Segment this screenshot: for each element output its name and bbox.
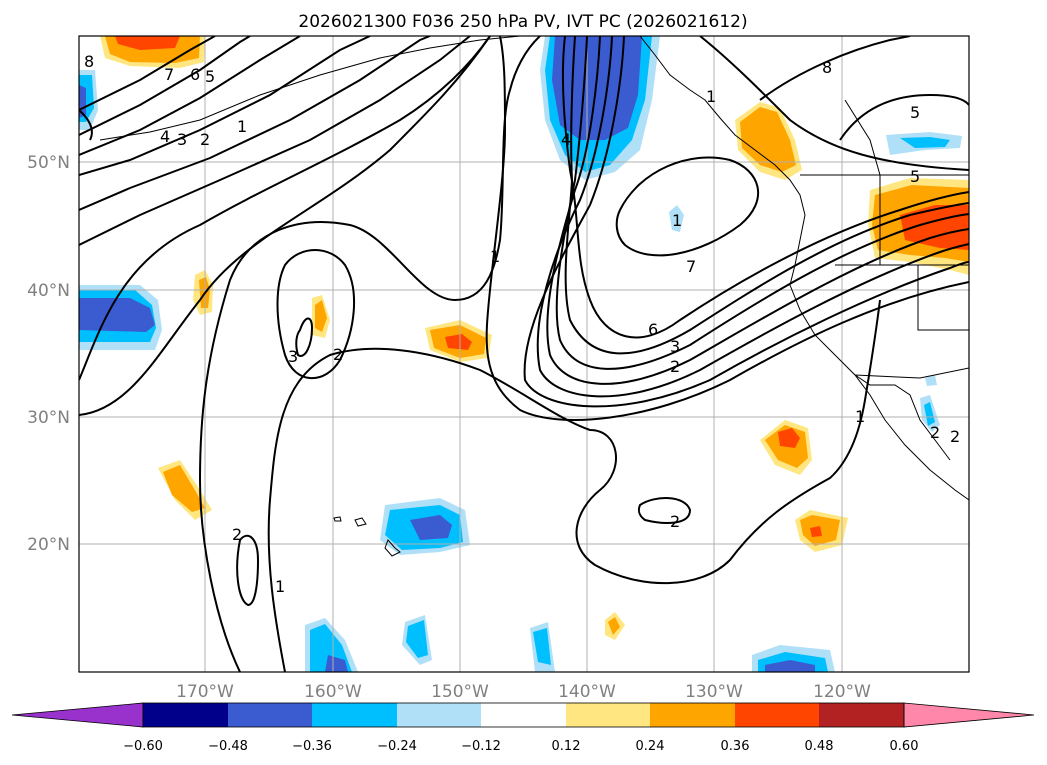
colorbar-tick: 0.60	[890, 739, 919, 754]
colorbar-tick: 0.36	[721, 739, 750, 754]
contour-labels: 8 7 6 5 4 3 2 1 1 2 3 1 4 1 6 7 3 2 8 5	[84, 52, 960, 596]
contour-label: 1	[275, 577, 285, 596]
map-panel: 8 7 6 5 4 3 2 1 1 2 3 1 4 1 6 7 3 2 8 5	[78, 35, 970, 673]
colorbar-outline	[142, 702, 905, 728]
contour-label: 5	[910, 103, 920, 122]
contour-label: 7	[164, 65, 174, 84]
colorbar-tick: −0.60	[123, 739, 163, 754]
contour-label: 2	[670, 357, 680, 376]
contour-label: 3	[288, 347, 298, 366]
contour-label: 1	[672, 211, 682, 230]
colorbar-segment	[312, 703, 397, 727]
contour-label: 5	[910, 167, 920, 186]
contour-label: 2	[670, 512, 680, 531]
map-frame	[78, 35, 970, 673]
colorbar-tick: 0.24	[636, 739, 665, 754]
colorbar-tick: −0.36	[292, 739, 332, 754]
contour-label: 4	[160, 127, 170, 146]
colorbar-segment	[650, 703, 735, 727]
latitude-labels: 50°N 40°N 30°N 20°N	[27, 153, 70, 555]
contour-label: 3	[670, 337, 680, 356]
map-background	[79, 36, 969, 672]
lat-label: 40°N	[27, 281, 70, 301]
pv-contours	[79, 36, 969, 672]
contour-label: 6	[190, 65, 200, 84]
contour-label: 2	[200, 130, 210, 149]
coastlines	[99, 36, 969, 557]
contour-label: 7	[686, 257, 696, 276]
lon-label: 150°W	[431, 682, 489, 702]
contour-label: 2	[930, 423, 940, 442]
colorbar-segment	[566, 703, 650, 727]
figure-title: 2026021300 F036 250 hPa PV, IVT PC (2026…	[298, 12, 747, 32]
positive-anomaly-fills	[100, 36, 969, 640]
contour-label: 5	[205, 67, 215, 86]
lon-label: 170°W	[176, 682, 234, 702]
contour-label: 1	[237, 117, 247, 136]
colorbar-extend-high	[903, 702, 1035, 728]
contour-label: 2	[333, 345, 343, 364]
colorbar-tick: −0.12	[461, 739, 501, 754]
lat-label: 20°N	[27, 535, 70, 555]
contour-label: 8	[822, 58, 832, 77]
contour-label: 8	[84, 52, 94, 71]
contour-label: 2	[950, 427, 960, 446]
colorbar-tick: 0.12	[552, 739, 581, 754]
colorbar: −0.60 −0.48 −0.36 −0.24 −0.12 0.12 0.24 …	[11, 702, 1035, 754]
colorbar-tick: −0.48	[208, 739, 248, 754]
lon-label: 130°W	[685, 682, 743, 702]
colorbar-segment	[735, 703, 819, 727]
contour-label: 1	[706, 87, 716, 106]
colorbar-segment	[228, 703, 312, 727]
lon-label: 120°W	[813, 682, 871, 702]
contour-label: 2	[232, 525, 242, 544]
contour-label: 1	[490, 247, 500, 266]
lat-label: 50°N	[27, 153, 70, 173]
contour-label: 3	[177, 130, 187, 149]
contour-label: 4	[561, 130, 571, 149]
colorbar-tick: 0.48	[805, 739, 834, 754]
colorbar-segment	[819, 703, 904, 727]
lon-label: 140°W	[558, 682, 616, 702]
contour-label: 1	[855, 407, 865, 426]
colorbar-tick: −0.24	[377, 739, 417, 754]
colorbar-segment	[397, 703, 481, 727]
lat-label: 30°N	[27, 408, 70, 428]
longitude-labels: 170°W 160°W 150°W 140°W 130°W 120°W	[176, 682, 871, 702]
colorbar-segment	[481, 703, 566, 727]
colorbar-extend-low	[11, 702, 144, 728]
contour-label: 6	[648, 320, 658, 339]
lon-label: 160°W	[304, 682, 362, 702]
colorbar-segment	[143, 703, 228, 727]
